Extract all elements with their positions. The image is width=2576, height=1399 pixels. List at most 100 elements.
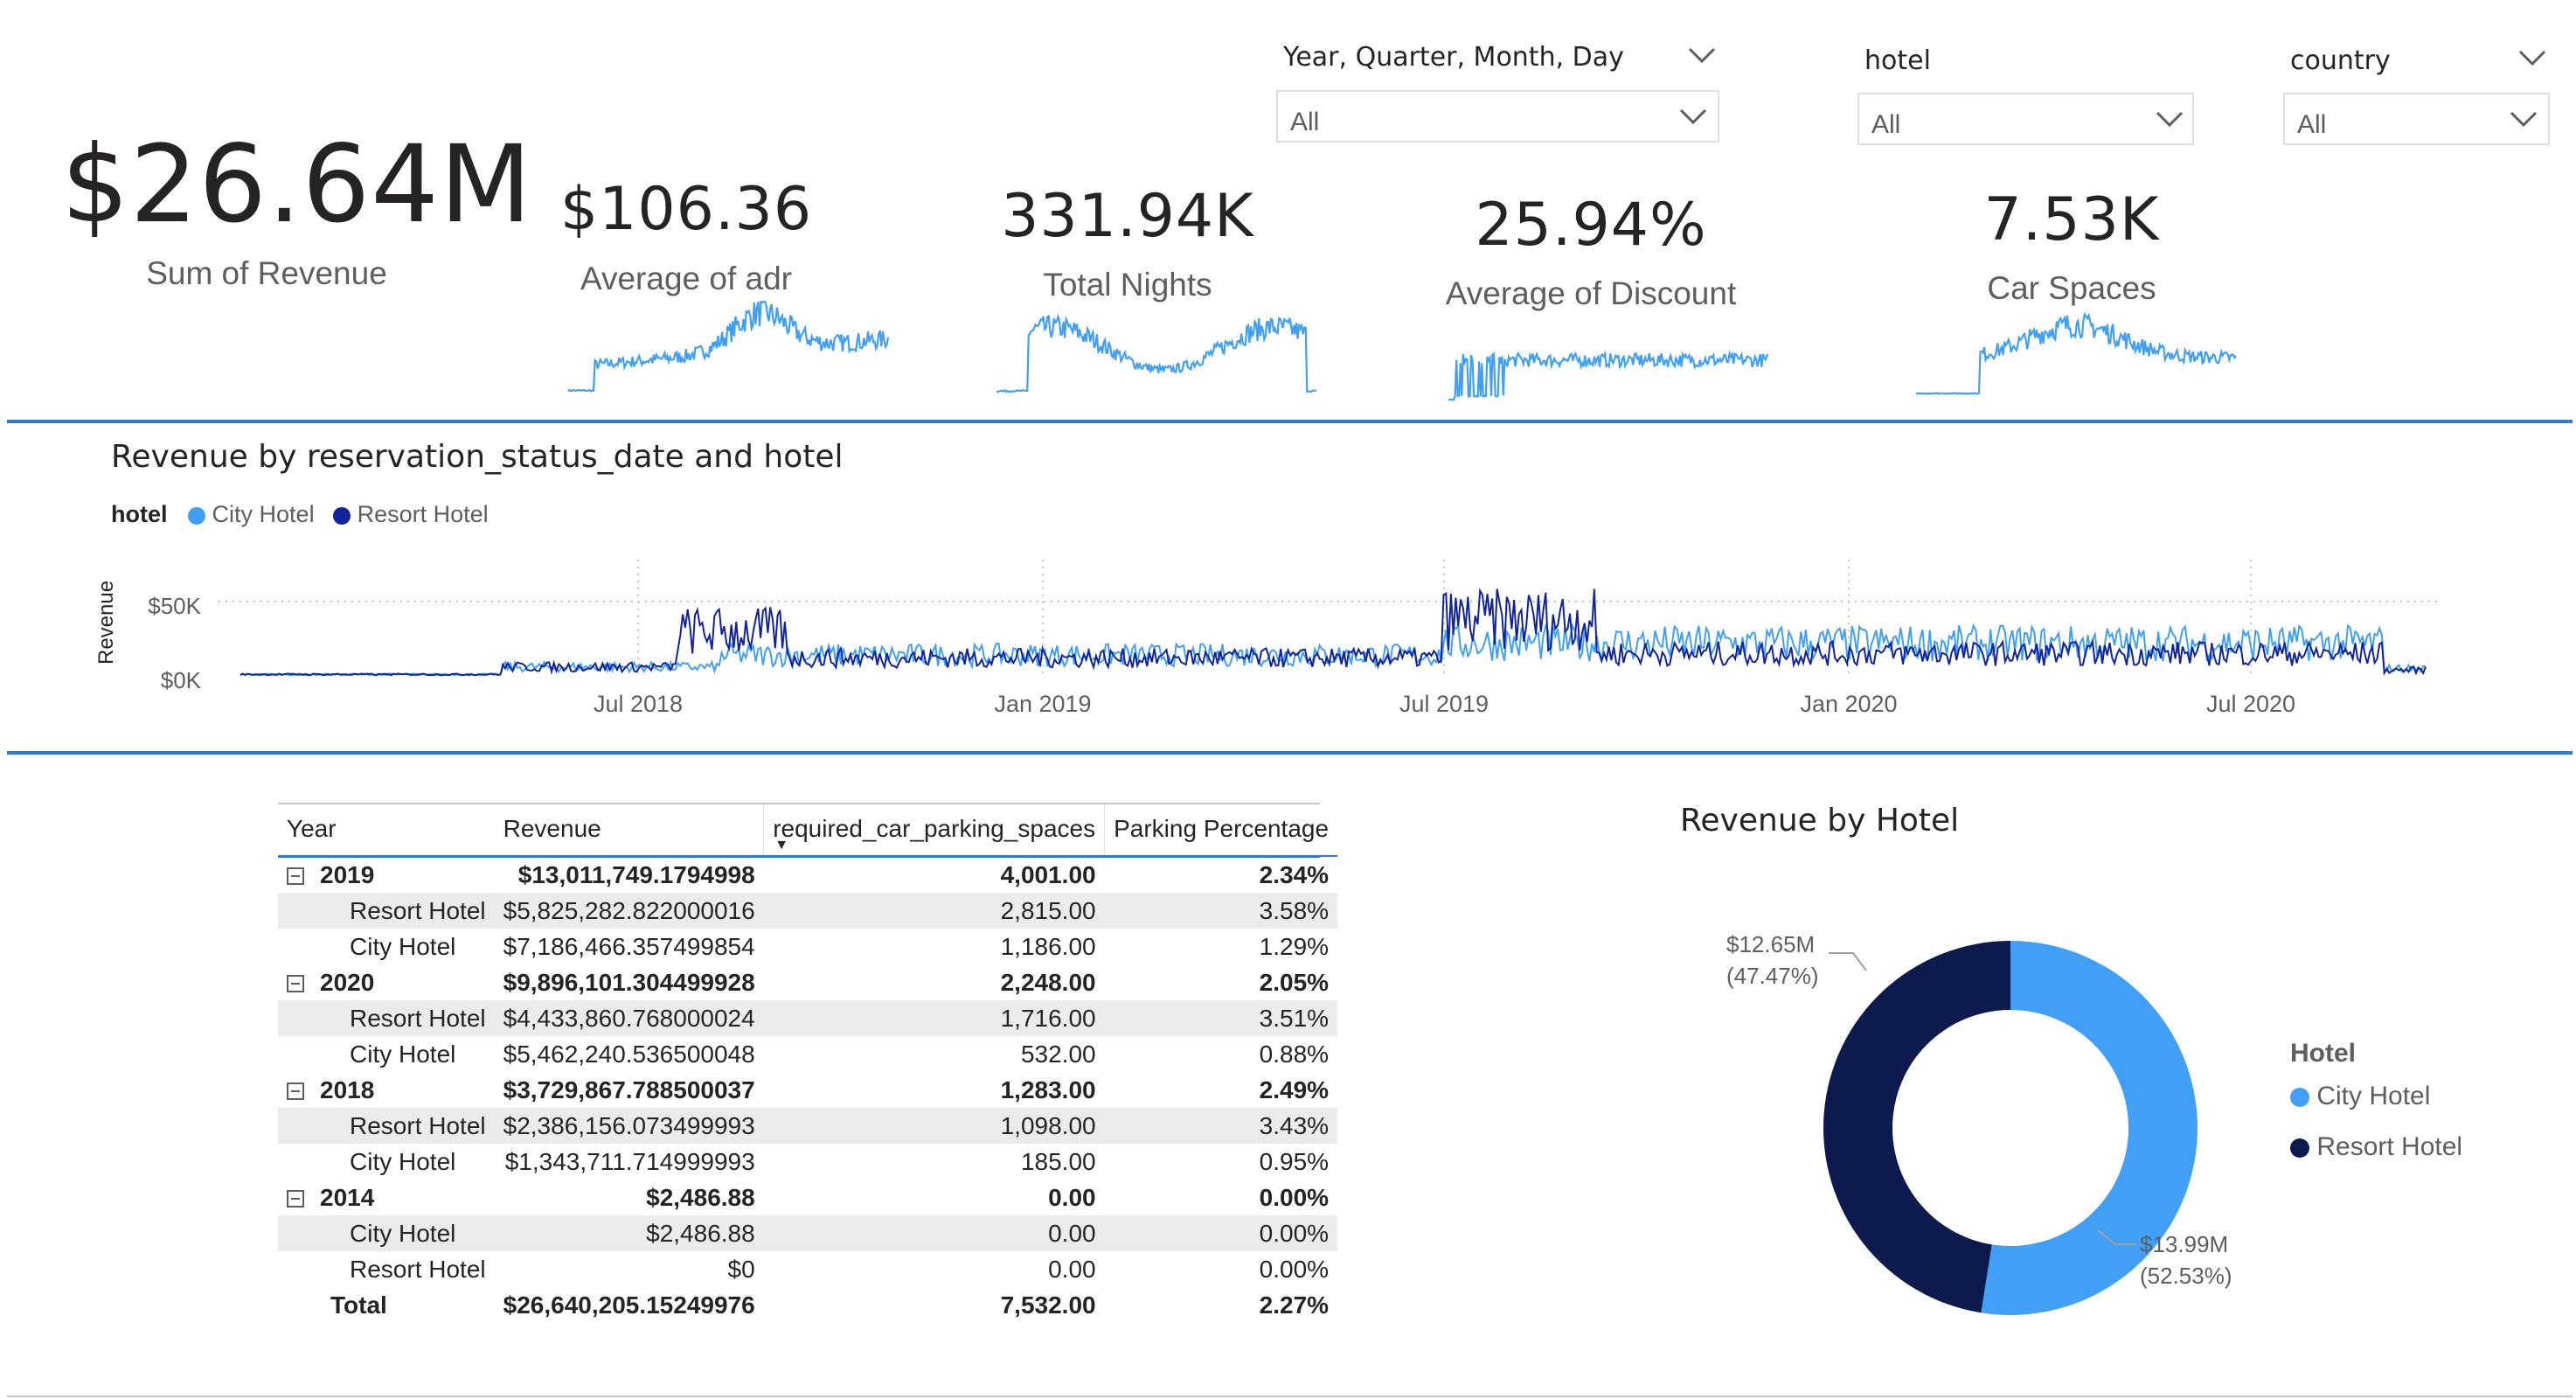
matrix-hotel-label: City Hotel xyxy=(350,1147,456,1175)
donut-legend-resort[interactable]: Resort Hotel xyxy=(2290,1122,2462,1173)
chevron-down-icon[interactable] xyxy=(1687,45,1717,65)
slicer-hotel-dropdown[interactable]: All xyxy=(1857,93,2194,145)
donut-legend-title: Hotel xyxy=(2290,1039,2356,1068)
matrix-cell-revenue: $5,825,282.822000016 xyxy=(503,896,755,924)
slicer-date-dropdown[interactable]: All xyxy=(1276,90,1719,143)
series-city-hotel xyxy=(240,623,2427,677)
donut-slice-resort-hotel[interactable] xyxy=(1823,941,2010,1313)
matrix-cell-label[interactable]: 2019 xyxy=(278,856,495,893)
donut-leader-resort xyxy=(1829,952,1867,971)
matrix-cell-parking: 1,098.00 xyxy=(1000,1111,1096,1139)
matrix-cell-pct: 0.00% xyxy=(1259,1255,1330,1283)
matrix-cell-parking: 4,001.00 xyxy=(1000,860,1096,888)
matrix-table: Year Revenue required_car_parking_spaces… xyxy=(278,803,1338,1323)
collapse-icon[interactable] xyxy=(287,1082,304,1101)
matrix-cell-label[interactable]: 2018 xyxy=(278,1072,495,1108)
matrix-hotel-row: Resort Hotel $0 0.00 0.00% xyxy=(278,1251,1337,1287)
donut-leader-city xyxy=(2097,1229,2136,1245)
sparkline-discount xyxy=(1448,350,1769,401)
sparkline-series xyxy=(1915,311,2237,395)
slicer-hotel-title: hotel xyxy=(1864,45,1931,76)
donut-chart[interactable] xyxy=(1792,909,2229,1347)
matrix-hotel-row: Resort Hotel $2,386,156.073499993 1,098.00… xyxy=(278,1108,1338,1144)
matrix-hotel-label: City Hotel xyxy=(350,1040,456,1068)
chevron-down-icon[interactable] xyxy=(2517,48,2547,67)
legend-dot-city xyxy=(188,506,206,525)
line-chart-legend-resort: Resort Hotel xyxy=(357,501,489,527)
matrix-cell-pct: 0.95% xyxy=(1259,1147,1330,1175)
kpi-discount-label: Average of Discount xyxy=(1445,275,1737,311)
line-chart-legend-title: hotel xyxy=(111,501,168,527)
matrix-year-row: 2019 $13,011,749.1794998 4,001.00 2.34% xyxy=(278,856,1337,893)
matrix-cell-label: City Hotel xyxy=(278,1036,495,1072)
matrix-hotel-row: Resort Hotel $5,825,282.822000016 2,815.00… xyxy=(278,893,1338,929)
donut-legend-city-label: City Hotel xyxy=(2316,1082,2431,1110)
matrix-cell-label: City Hotel xyxy=(278,1215,495,1251)
matrix-cell-pct: 0.88% xyxy=(1259,1040,1330,1068)
matrix-header-parking[interactable]: required_car_parking_spaces ▼ xyxy=(763,803,1105,856)
matrix-header-parking-pct[interactable]: Parking Percentage xyxy=(1104,803,1338,856)
matrix-header-revenue[interactable]: Revenue xyxy=(503,815,601,842)
sparkline-nights xyxy=(996,313,1317,393)
matrix-cell-label[interactable]: 2020 xyxy=(278,964,495,1000)
matrix-cell-label: Resort Hotel xyxy=(278,1000,495,1036)
matrix-header-underline xyxy=(278,855,1320,858)
matrix-year-label: 2019 xyxy=(320,860,375,888)
donut-label-resort-value: $12.65M xyxy=(1726,931,1816,957)
matrix-cell-parking: 532.00 xyxy=(1020,1040,1096,1068)
matrix-total-label: Total xyxy=(330,1291,387,1319)
kpi-adr-value: $106.36 xyxy=(559,175,813,244)
matrix-cell-parking: 7,532.00 xyxy=(1000,1291,1096,1319)
matrix-hotel-row: City Hotel $2,486.88 0.00 0.00% xyxy=(278,1215,1338,1251)
matrix-cell-pct: 2.05% xyxy=(1259,968,1330,996)
divider-middle xyxy=(7,751,2573,755)
kpi-car-spaces-value: 7.53K xyxy=(1983,185,2160,254)
matrix-hotel-row: Resort Hotel $4,433,860.768000024 1,716.00… xyxy=(278,1000,1338,1036)
kpi-nights-value: 331.94K xyxy=(1001,182,1254,251)
x-tick-jan-2020: Jan 2020 xyxy=(1800,691,1898,717)
matrix-cell-pct: 3.43% xyxy=(1259,1111,1330,1139)
collapse-icon[interactable] xyxy=(287,975,304,993)
matrix-cell-label[interactable]: 2014 xyxy=(278,1180,495,1215)
donut-legend-resort-label: Resort Hotel xyxy=(2316,1132,2463,1161)
donut-slice-city-hotel[interactable] xyxy=(1981,941,2198,1315)
matrix-cell-revenue: $2,486.88 xyxy=(646,1219,755,1247)
matrix-header-year[interactable]: Year xyxy=(287,815,337,842)
matrix-cell-revenue: $4,433,860.768000024 xyxy=(503,1004,755,1032)
line-chart-plot[interactable] xyxy=(219,551,2439,691)
donut-label-city-pct: (52.53%) xyxy=(2140,1263,2232,1289)
matrix-cell-pct: 2.49% xyxy=(1259,1075,1330,1103)
matrix-year-label: 2018 xyxy=(320,1075,375,1103)
chevron-down-icon[interactable] xyxy=(1678,107,1708,126)
matrix-hotel-label: City Hotel xyxy=(350,1219,456,1247)
collapse-icon[interactable] xyxy=(287,1190,304,1208)
matrix-year-label: 2014 xyxy=(320,1183,375,1211)
chevron-down-icon[interactable] xyxy=(2155,109,2184,129)
kpi-discount-value: 25.94% xyxy=(1475,191,1707,260)
slicer-country-dropdown[interactable]: All xyxy=(2283,93,2550,145)
line-chart-legend: hotel City Hotel Resort Hotel xyxy=(111,501,489,528)
donut-legend-city[interactable]: City Hotel xyxy=(2290,1071,2462,1122)
matrix-cell-parking: 0.00 xyxy=(1048,1219,1096,1247)
matrix-year-row: 2014 $2,486.88 0.00 0.00% xyxy=(278,1180,1337,1215)
slicer-country-value: All xyxy=(2297,110,2327,139)
donut-legend: Hotel City Hotel Resort Hotel xyxy=(2290,1036,2462,1173)
kpi-revenue-value: $26.64M xyxy=(61,122,533,247)
matrix-cell-pct: 2.27% xyxy=(1259,1291,1330,1319)
y-tick-0k: $0K xyxy=(160,667,201,693)
collapse-icon[interactable] xyxy=(287,867,304,886)
matrix-hotel-row: City Hotel $7,186,466.357499854 1,186.00 1.… xyxy=(278,929,1337,964)
matrix-cell-revenue: $5,462,240.536500048 xyxy=(503,1040,755,1068)
matrix-total-row: Total $26,640,205.15249976 7,532.00 2.27% xyxy=(278,1287,1337,1323)
matrix-cell-revenue: $1,343,711.714999993 xyxy=(504,1147,755,1175)
matrix-cell-label: City Hotel xyxy=(278,1144,495,1180)
matrix-cell-pct: 2.34% xyxy=(1259,860,1330,888)
matrix-cell-revenue: $9,896,101.304499928 xyxy=(503,968,755,996)
chevron-down-icon[interactable] xyxy=(2509,109,2538,129)
sort-descending-icon[interactable]: ▼ xyxy=(774,838,789,853)
matrix-hotel-label: City Hotel xyxy=(350,932,456,960)
x-tick-jan-2019: Jan 2019 xyxy=(994,691,1092,717)
series-resort-hotel xyxy=(240,588,2427,677)
matrix-cell-revenue: $13,011,749.1794998 xyxy=(517,860,755,888)
matrix-cell-parking: 1,186.00 xyxy=(1000,932,1096,960)
